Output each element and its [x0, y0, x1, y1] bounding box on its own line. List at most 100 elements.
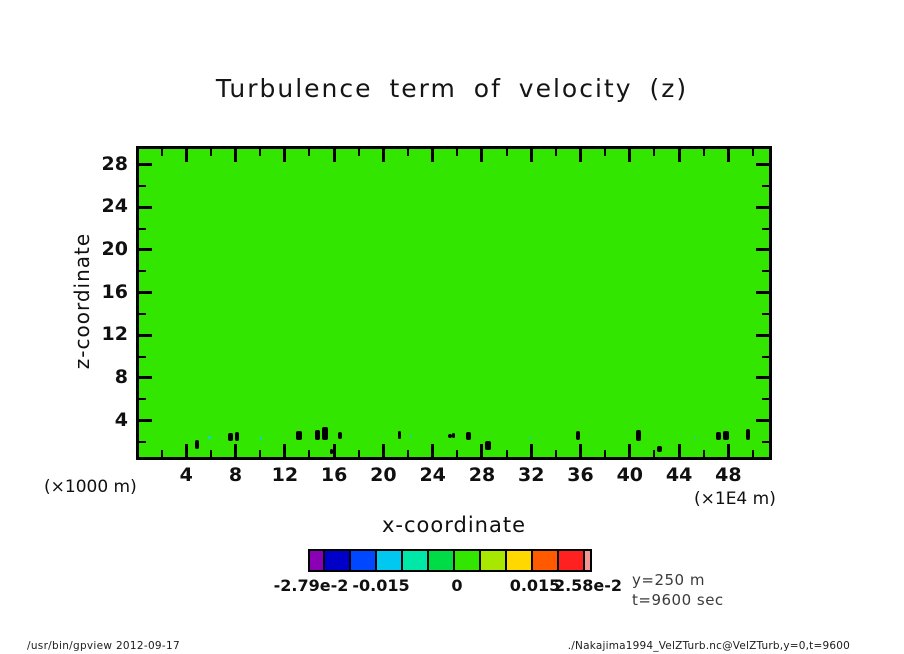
- turbulence-anomaly-mark: [657, 446, 663, 453]
- turbulence-anomaly-mark: [576, 431, 581, 440]
- x-minor-tick: [702, 450, 705, 457]
- x-major-tick: [184, 444, 188, 457]
- x-major-tick: [628, 444, 632, 457]
- x-minor-tick: [653, 450, 656, 457]
- x-axis-unit: (×1E4 m): [694, 489, 776, 509]
- plot-area: [136, 146, 772, 460]
- x-major-tick: [283, 444, 287, 457]
- colorbar: [308, 549, 592, 572]
- x-minor-tick: [604, 450, 607, 457]
- x-axis-label: x-coordinate: [381, 513, 526, 537]
- colorbar-tick-label: -2.79e-2: [273, 576, 349, 595]
- x-minor-tick: [357, 149, 360, 156]
- turbulence-anomaly-mark: [338, 431, 343, 439]
- colorbar-segment: [533, 551, 557, 570]
- colorbar-segment: [310, 551, 323, 570]
- colorbar-segment: [325, 551, 349, 570]
- colorbar-tick-label: 0: [451, 576, 463, 595]
- colorbar-segment: [455, 551, 479, 570]
- x-tick-label: 44: [665, 464, 693, 486]
- x-major-tick: [579, 444, 583, 457]
- x-tick-label: 16: [320, 464, 348, 486]
- colorbar-segment: [403, 551, 427, 570]
- colorbar-segment: [481, 551, 505, 570]
- y-major-tick: [139, 291, 152, 295]
- turbulence-anomaly-mark: [397, 431, 401, 439]
- y-major-tick: [756, 291, 769, 295]
- y-axis-unit: (×1000 m): [44, 477, 137, 497]
- turbulence-anomaly-mark: [235, 431, 240, 441]
- y-minor-tick: [762, 440, 769, 443]
- turbulence-speck-mark: [694, 436, 697, 439]
- y-tick-label: 4: [114, 408, 128, 431]
- y-major-tick: [756, 163, 769, 167]
- x-minor-tick: [308, 149, 311, 156]
- x-tick-label: 12: [271, 464, 299, 486]
- y-tick-label: 16: [101, 280, 128, 303]
- y-major-tick: [139, 419, 152, 423]
- y-tick-label: 24: [101, 195, 128, 218]
- x-major-tick: [431, 149, 435, 162]
- x-major-tick: [726, 444, 730, 457]
- x-major-tick: [283, 149, 287, 162]
- turbulence-anomaly-mark: [465, 431, 471, 440]
- x-tick-label: 28: [468, 464, 496, 486]
- x-major-tick: [726, 149, 730, 162]
- turbulence-anomaly-mark: [322, 426, 328, 440]
- turbulence-speck-mark: [208, 435, 212, 439]
- x-minor-tick: [407, 450, 410, 457]
- y-minor-tick: [762, 184, 769, 187]
- x-tick-label: 32: [518, 464, 545, 486]
- x-major-tick: [234, 149, 238, 162]
- x-minor-tick: [259, 450, 262, 457]
- footer-data-source: ./Nakajima1994_VelZTurb.nc@VelZTurb,y=0,…: [567, 640, 850, 652]
- x-tick-label: 20: [370, 464, 397, 486]
- turbulence-anomaly-mark: [296, 431, 302, 440]
- colorbar-tick-label: 2.58e-2: [553, 576, 623, 595]
- turbulence-anomaly-mark: [723, 431, 730, 440]
- x-tick-label: 40: [616, 464, 644, 486]
- x-tick-label: 8: [228, 464, 243, 486]
- y-minor-tick: [139, 355, 146, 358]
- slice-t-annotation: t=9600 sec: [632, 591, 724, 609]
- x-major-tick: [381, 149, 385, 162]
- x-tick-label: 4: [179, 464, 193, 486]
- turbulence-speck-mark: [409, 434, 412, 437]
- y-major-tick: [756, 376, 769, 380]
- slice-y-annotation: y=250 m: [632, 571, 705, 589]
- x-minor-tick: [407, 149, 410, 156]
- turbulence-anomaly-mark: [227, 433, 233, 442]
- y-tick-label: 8: [114, 365, 128, 388]
- turbulence-anomaly-mark: [315, 429, 321, 440]
- y-minor-tick: [139, 227, 146, 230]
- x-minor-tick: [308, 450, 311, 457]
- x-major-tick: [480, 149, 484, 162]
- colorbar-segment: [351, 551, 375, 570]
- y-minor-tick: [139, 312, 146, 315]
- x-minor-tick: [209, 450, 212, 457]
- x-tick-label: 24: [419, 464, 446, 486]
- y-minor-tick: [139, 398, 146, 401]
- y-major-tick: [139, 333, 152, 337]
- colorbar-segment: [429, 551, 453, 570]
- y-major-tick: [756, 205, 769, 209]
- y-minor-tick: [762, 227, 769, 230]
- y-tick-label: 12: [101, 323, 128, 346]
- turbulence-anomaly-mark: [745, 428, 750, 440]
- footer-command-timestamp: /usr/bin/gpview 2012-09-17: [27, 640, 180, 652]
- x-minor-tick: [259, 149, 262, 156]
- x-minor-tick: [554, 450, 557, 457]
- x-major-tick: [628, 149, 632, 162]
- x-minor-tick: [505, 450, 508, 457]
- turbulence-speck-mark: [260, 436, 263, 440]
- x-major-tick: [184, 149, 188, 162]
- x-major-tick: [677, 444, 681, 457]
- y-major-tick: [139, 205, 152, 209]
- x-major-tick: [431, 444, 435, 457]
- x-major-tick: [234, 444, 238, 457]
- x-minor-tick: [604, 149, 607, 156]
- colorbar-tick-label: -0.015: [352, 576, 410, 595]
- x-major-tick: [529, 444, 533, 457]
- x-tick-label: 36: [567, 464, 594, 486]
- y-minor-tick: [139, 440, 146, 443]
